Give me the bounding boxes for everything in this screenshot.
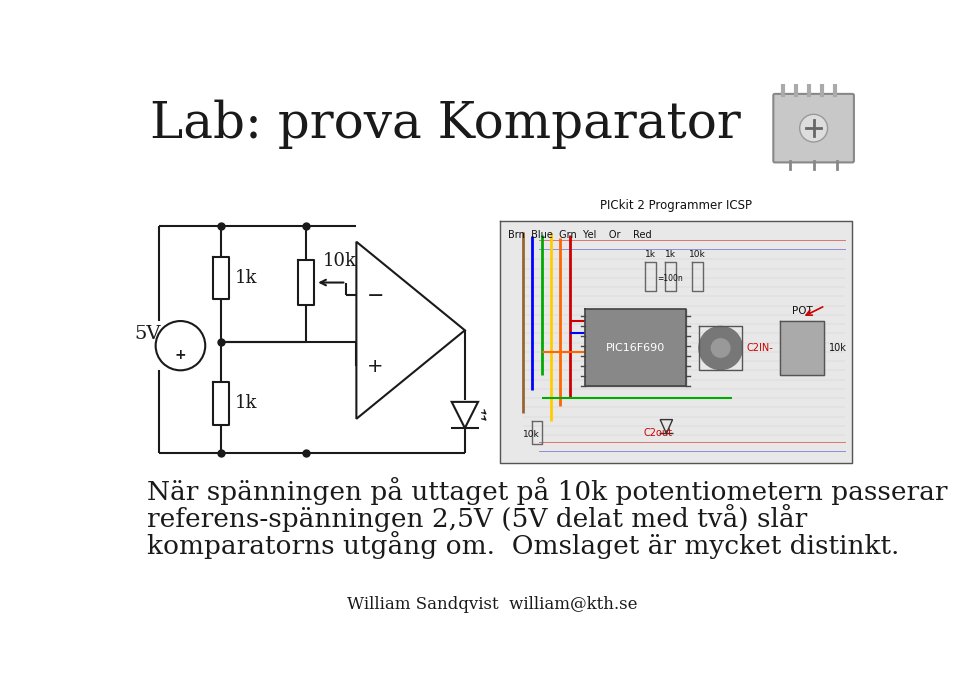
Text: 10k: 10k [523, 430, 540, 439]
Text: POT: POT [792, 305, 812, 316]
Text: Brn  Blue  Grn  Yel    Or    Red: Brn Blue Grn Yel Or Red [508, 230, 651, 240]
Text: C2IN-: C2IN- [746, 343, 773, 353]
Bar [585, 310, 685, 387]
Bar [500, 221, 852, 463]
Text: 5V: 5V [133, 325, 160, 343]
Text: PIC16F690: PIC16F690 [606, 343, 665, 353]
Text: PICkit 2 Programmer ICSP: PICkit 2 Programmer ICSP [600, 199, 752, 212]
Text: +: + [368, 357, 384, 376]
Text: Lab: prova Komparator: Lab: prova Komparator [150, 99, 741, 149]
Text: William Sandqvist  william@kth.se: William Sandqvist william@kth.se [347, 596, 637, 613]
Text: −: − [368, 286, 385, 305]
Circle shape [711, 339, 730, 357]
Circle shape [800, 115, 828, 142]
Text: referens-spänningen 2,5V (5V delat med två) slår: referens-spänningen 2,5V (5V delat med t… [147, 503, 807, 531]
Text: 10k: 10k [829, 343, 847, 353]
Text: C2out: C2out [643, 428, 672, 438]
Bar [780, 321, 824, 375]
Text: 1k: 1k [664, 250, 676, 259]
Text: +: + [175, 348, 186, 362]
FancyBboxPatch shape [774, 94, 854, 162]
Circle shape [699, 326, 742, 370]
Text: 1k: 1k [234, 394, 257, 412]
Text: =100n: =100n [658, 273, 684, 282]
Text: komparatorns utgång om.  Omslaget är mycket distinkt.: komparatorns utgång om. Omslaget är myck… [147, 531, 900, 559]
Text: 1k: 1k [234, 269, 257, 287]
Text: 1k: 1k [645, 250, 657, 259]
Text: 10k: 10k [689, 250, 706, 259]
Text: 10k: 10k [324, 252, 357, 270]
Text: När spänningen på uttaget på 10k potentiometern passerar: När spänningen på uttaget på 10k potenti… [147, 477, 948, 505]
